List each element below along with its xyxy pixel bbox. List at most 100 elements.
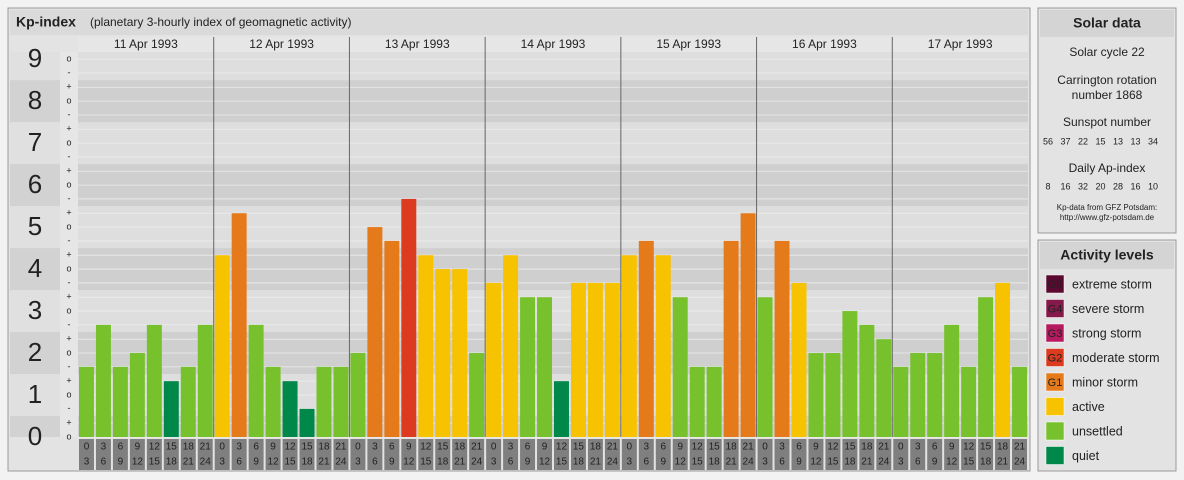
hour-end: 18 xyxy=(301,457,313,468)
ap-value: 20 xyxy=(1095,181,1105,191)
hour-end: 24 xyxy=(1014,457,1026,468)
legend-label: active xyxy=(1072,400,1105,414)
minor-tick-label: + xyxy=(66,418,71,428)
legend-badge: G1 xyxy=(1048,377,1063,389)
legend-badge: G2 xyxy=(1048,352,1063,364)
hour-cell xyxy=(367,439,383,470)
bar xyxy=(231,213,247,437)
hour-end: 21 xyxy=(861,457,873,468)
hour-start: 9 xyxy=(677,442,683,453)
hour-cell xyxy=(655,439,671,470)
bar xyxy=(774,240,790,437)
hour-start: 21 xyxy=(471,442,483,453)
hour-start: 15 xyxy=(573,442,585,453)
hour-end: 21 xyxy=(726,457,738,468)
hour-start: 12 xyxy=(556,442,568,453)
hour-start: 15 xyxy=(844,442,856,453)
hour-start: 21 xyxy=(335,442,347,453)
hour-cell xyxy=(723,439,739,470)
y-label-cell xyxy=(10,206,60,249)
solar-cycle: Solar cycle 22 xyxy=(1069,45,1145,59)
hour-start: 21 xyxy=(200,442,212,453)
sunspot-value: 56 xyxy=(1043,136,1053,146)
source: Kp-data from GFZ Potsdam: xyxy=(1057,203,1157,212)
y-label-cell xyxy=(10,374,60,417)
minor-label-column xyxy=(60,52,78,437)
hour-start: 21 xyxy=(607,442,619,453)
hour-end: 6 xyxy=(508,457,514,468)
bar xyxy=(825,353,841,437)
hour-start: 15 xyxy=(437,442,449,453)
bar xyxy=(401,198,417,437)
hour-start: 21 xyxy=(743,442,755,453)
band xyxy=(78,416,1028,437)
hour-cell xyxy=(401,439,417,470)
legend-label: minor storm xyxy=(1072,375,1138,389)
legend-swatch xyxy=(1045,397,1065,416)
hour-end: 15 xyxy=(556,457,568,468)
date-label: 15 Apr 1993 xyxy=(656,37,721,51)
bar xyxy=(79,366,94,437)
levels-title-bar xyxy=(1040,242,1174,269)
legend-label: quiet xyxy=(1072,449,1100,463)
bar xyxy=(638,240,654,437)
hour-end: 9 xyxy=(932,457,938,468)
minor-tick-label: - xyxy=(68,193,71,203)
hour-cell xyxy=(638,439,654,470)
hour-end: 21 xyxy=(590,457,602,468)
minor-tick-label: + xyxy=(66,334,71,344)
sunspot-value: 22 xyxy=(1078,136,1088,146)
hour-cell xyxy=(570,439,586,470)
y-tick-label: 9 xyxy=(28,43,42,73)
hour-end: 9 xyxy=(660,457,666,468)
hour-start: 3 xyxy=(915,442,921,453)
hour-start: 6 xyxy=(525,442,531,453)
minor-tick-label: + xyxy=(66,250,71,260)
hour-end: 24 xyxy=(878,457,890,468)
legend-swatch xyxy=(1045,299,1065,318)
minor-tick-label: o xyxy=(66,431,71,441)
hour-end: 18 xyxy=(844,457,856,468)
hour-cell xyxy=(927,439,943,470)
hour-start: 9 xyxy=(542,442,548,453)
hour-start: 3 xyxy=(508,442,514,453)
date-label: 13 Apr 1993 xyxy=(385,37,450,51)
hour-cell xyxy=(537,439,552,470)
hour-cell xyxy=(944,439,960,470)
hour-start: 6 xyxy=(796,442,802,453)
hour-start: 9 xyxy=(813,442,819,453)
hour-end: 15 xyxy=(963,457,975,468)
hour-start: 3 xyxy=(101,442,107,453)
hour-end: 24 xyxy=(335,457,347,468)
hour-end: 18 xyxy=(573,457,585,468)
legend-swatch xyxy=(1045,274,1065,294)
hour-start: 0 xyxy=(355,442,361,453)
hour-end: 6 xyxy=(915,457,921,468)
bar xyxy=(689,366,705,437)
hour-end: 21 xyxy=(997,457,1009,468)
chart-title: Kp-index xyxy=(16,14,76,30)
date-label: 17 Apr 1993 xyxy=(928,37,993,51)
bar xyxy=(621,255,637,437)
bar xyxy=(469,353,485,437)
hour-end: 3 xyxy=(762,457,768,468)
hour-cell xyxy=(672,439,688,470)
y-label-cell xyxy=(10,122,60,165)
hour-start: 12 xyxy=(827,442,839,453)
hour-start: 6 xyxy=(389,442,395,453)
hour-end: 15 xyxy=(692,457,704,468)
ap-value: 16 xyxy=(1130,181,1140,191)
band xyxy=(78,52,1028,81)
bar xyxy=(859,324,875,437)
y-label-cell xyxy=(10,416,60,437)
hour-end: 12 xyxy=(403,457,415,468)
hour-cell xyxy=(129,439,145,470)
bar xyxy=(944,324,960,437)
hour-cell xyxy=(384,439,400,470)
date-label: 16 Apr 1993 xyxy=(792,37,857,51)
hour-start: 15 xyxy=(980,442,992,453)
hour-end: 15 xyxy=(284,457,296,468)
y-tick-label: 1 xyxy=(28,379,42,409)
hour-cell xyxy=(231,439,247,470)
hour-cell xyxy=(995,439,1011,470)
